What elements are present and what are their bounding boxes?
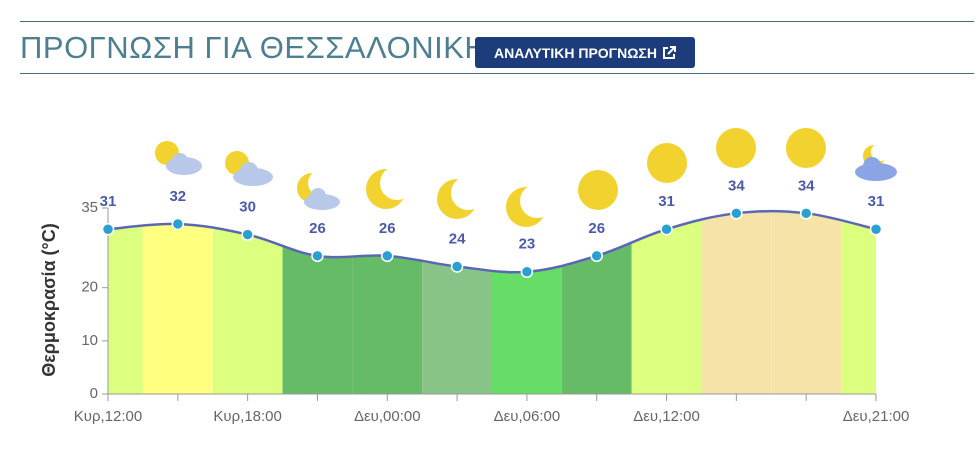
rule xyxy=(20,73,974,74)
external-link-icon xyxy=(662,45,676,59)
value-label: 34 xyxy=(798,177,815,194)
value-label: 31 xyxy=(658,193,675,210)
point xyxy=(171,217,185,231)
value-label: 32 xyxy=(169,188,186,205)
y-tick-label: 35 xyxy=(81,199,98,216)
temp-band xyxy=(212,211,283,394)
point xyxy=(241,228,254,241)
button-label[interactable]: ΑΝΑΛΥΤΙΚΗ ΠΡΟΓΝΩΣΗ xyxy=(494,44,657,61)
y-tick-label: 0 xyxy=(90,385,98,402)
point xyxy=(381,249,394,263)
point xyxy=(799,207,813,220)
x-tick-label: Δευ,00:00 xyxy=(354,408,421,425)
point xyxy=(450,260,464,273)
point xyxy=(520,265,534,279)
x-tick-label: Δευ,06:00 xyxy=(494,408,561,425)
x-tick-label: Δευ,21:00 xyxy=(843,408,910,425)
x-tick-label: Δευ,12:00 xyxy=(633,408,700,425)
x-tick-label: Κυρ,18:00 xyxy=(213,408,281,425)
value-label: 26 xyxy=(309,220,326,237)
point xyxy=(660,223,673,236)
temp-band xyxy=(631,211,702,394)
point xyxy=(869,223,883,236)
bands xyxy=(108,211,876,394)
temp-band xyxy=(701,211,772,394)
value-label: 26 xyxy=(379,220,396,237)
forecast-button[interactable]: ΑΝΑΛΥΤΙΚΗ ΠΡΟΓΝΩΣΗ xyxy=(475,37,695,68)
value-label: 23 xyxy=(519,236,536,253)
value-label: 30 xyxy=(239,199,256,216)
point xyxy=(590,249,603,263)
x-tick-label: Κυρ,12:00 xyxy=(74,408,142,425)
temp-band xyxy=(771,211,842,394)
value-label: 31 xyxy=(868,193,885,210)
y-axis-title: Θερμοκρασία (°C) xyxy=(39,223,59,377)
temperature-line xyxy=(107,209,877,274)
y-tick-label: 10 xyxy=(81,332,98,349)
temp-band xyxy=(108,211,143,394)
value-label: 26 xyxy=(588,220,605,237)
value-label: 24 xyxy=(449,230,466,247)
point xyxy=(311,249,324,263)
weather-icons xyxy=(155,128,897,227)
rule xyxy=(20,21,974,22)
value-label: 34 xyxy=(728,177,745,194)
temp-band xyxy=(841,211,876,394)
temp-band xyxy=(142,211,213,394)
page-title: ΠΡΟΓΝΩΣΗ ΓΙΑ ΘΕΣΣΑΛΟΝΙΚΗ xyxy=(20,30,488,65)
value-label: 31 xyxy=(100,193,117,210)
point xyxy=(101,223,115,236)
point xyxy=(730,207,743,220)
y-tick-label: 20 xyxy=(81,279,98,296)
